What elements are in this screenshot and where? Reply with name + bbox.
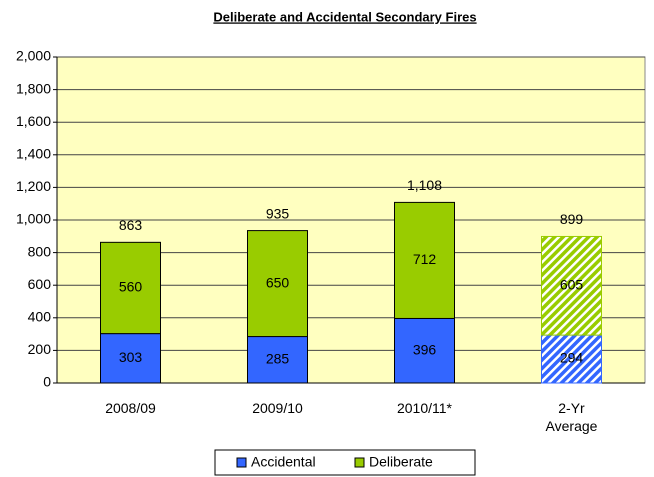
total-label: 935: [266, 205, 290, 221]
bar-segment: [394, 317, 455, 384]
legend-label: Accidental: [251, 454, 316, 470]
y-tick-label: 200: [28, 341, 52, 357]
x-tick-label: 2-Yr Average: [545, 400, 598, 434]
y-tick-label: 2,000: [16, 48, 51, 64]
y-tick-label: 1,800: [16, 80, 51, 96]
segment-label: 605: [560, 276, 584, 292]
y-tick-label: 1,400: [16, 146, 51, 162]
segment-label: 285: [266, 350, 290, 366]
legend-label: Deliberate: [369, 454, 433, 470]
segment-label: 712: [413, 251, 437, 267]
segment-label: 303: [119, 349, 143, 365]
bar-segment: [100, 333, 161, 384]
bar-segment: [541, 235, 602, 336]
x-tick-label: 2008/09: [105, 400, 156, 416]
bar-segment: [247, 336, 308, 384]
y-tick-label: 600: [28, 276, 52, 292]
legend-swatch: [354, 457, 365, 468]
total-label: 863: [119, 217, 143, 233]
bar-segment: [247, 230, 308, 338]
y-tick-label: 1,600: [16, 113, 51, 129]
y-tick-label: 800: [28, 243, 52, 259]
segment-label: 396: [413, 341, 437, 357]
x-tick-label: 2009/10: [252, 400, 303, 416]
total-label: 1,108: [407, 177, 442, 193]
bar-segment: [100, 241, 161, 335]
y-tick-label: 0: [43, 374, 51, 390]
x-tick-label: 2010/11*: [396, 400, 452, 416]
segment-label: 560: [119, 279, 143, 295]
segment-label: 650: [266, 274, 290, 290]
y-tick-label: 400: [28, 309, 52, 325]
total-label: 899: [560, 211, 584, 227]
y-tick-label: 1,000: [16, 211, 51, 227]
legend-box: [214, 449, 476, 476]
y-tick-label: 1,200: [16, 178, 51, 194]
bar-segment: [394, 201, 455, 319]
chart-title: Deliberate and Accidental Secondary Fire…: [213, 9, 476, 24]
segment-label: 294: [560, 350, 584, 366]
legend-swatch: [236, 457, 247, 468]
